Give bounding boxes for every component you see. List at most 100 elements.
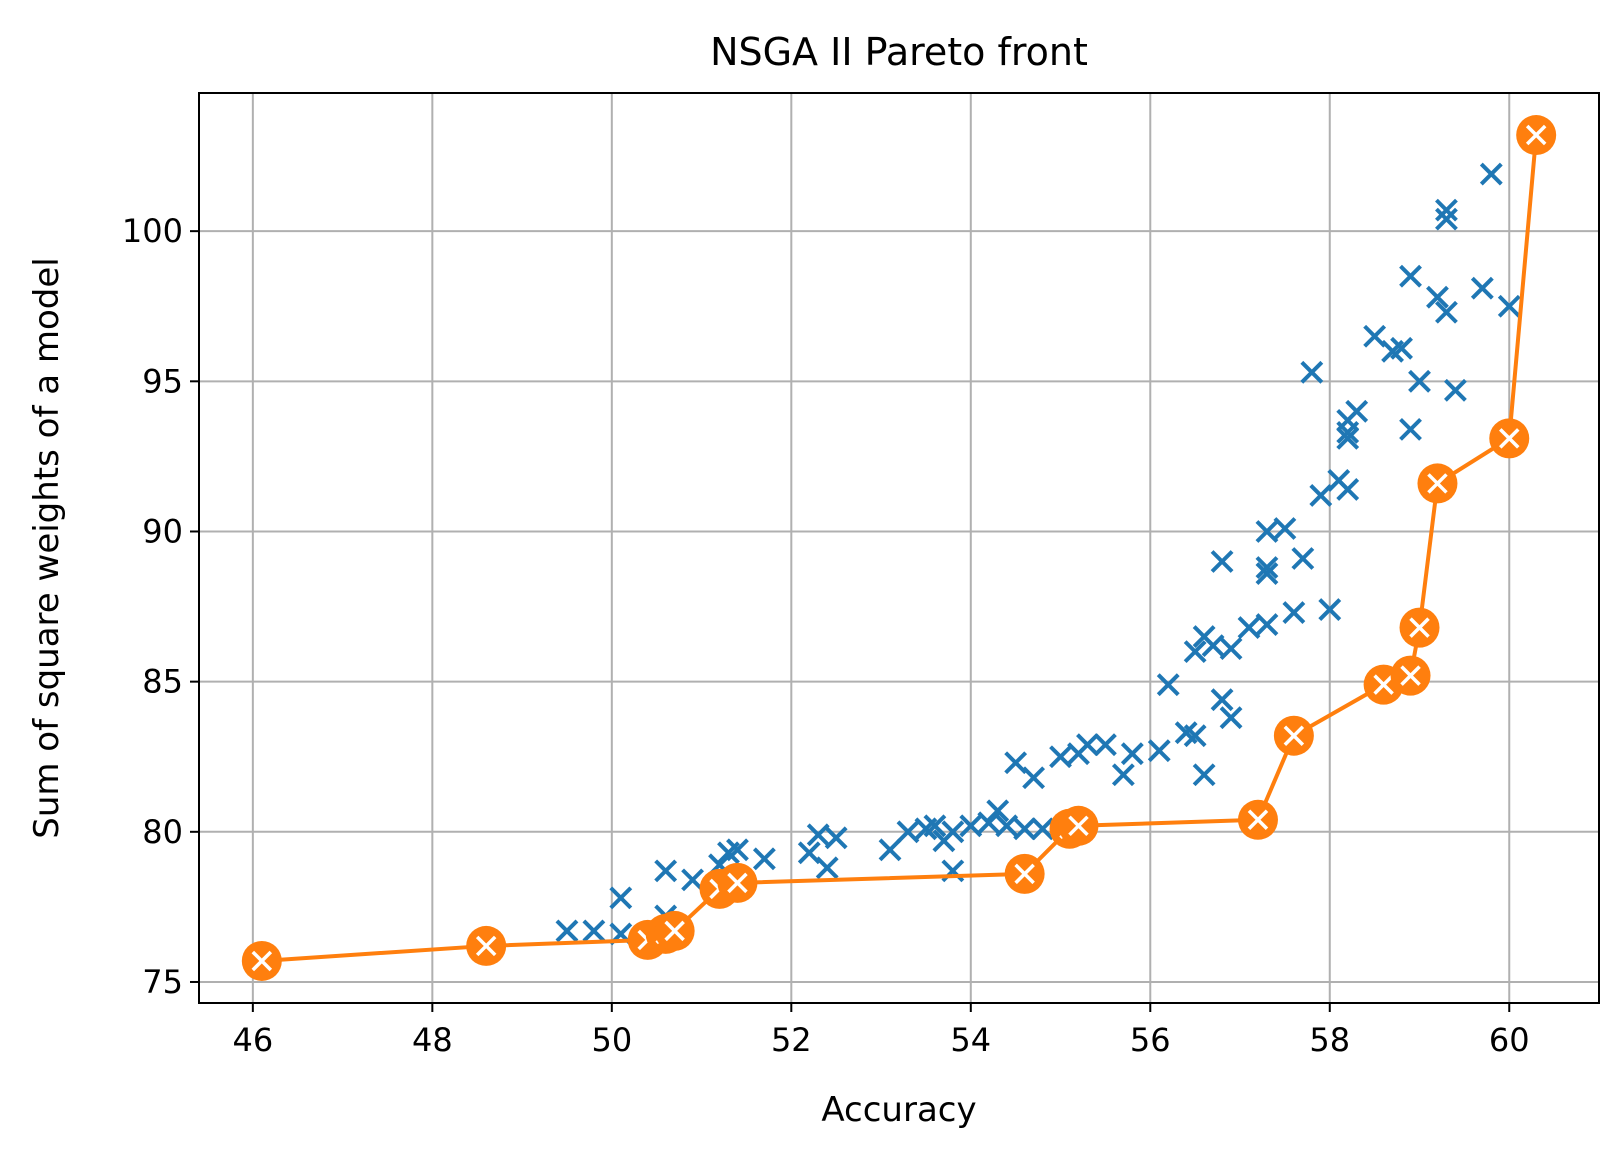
population-point-stroke <box>896 820 920 844</box>
population-point <box>726 838 749 862</box>
pareto-front-marker-x <box>1283 725 1305 746</box>
population-point-stroke <box>1399 417 1422 441</box>
pareto-front-marker-x <box>251 950 273 972</box>
population-point <box>986 799 1010 823</box>
population-point <box>1013 817 1037 841</box>
population-point-stroke <box>1022 766 1046 790</box>
pareto-front-marker-x <box>1247 809 1269 831</box>
pareto-front-point <box>1399 607 1440 648</box>
population-point-stroke <box>1210 688 1234 712</box>
population-point-stroke <box>1174 721 1198 745</box>
x-tick-label: 52 <box>771 1021 812 1059</box>
population-point-stroke <box>1237 616 1261 640</box>
population-point-stroke <box>1435 198 1458 222</box>
population-point <box>1435 207 1458 231</box>
population-point-stroke <box>609 886 633 910</box>
population-point <box>896 820 920 844</box>
population-point <box>1408 369 1431 393</box>
population-point <box>1470 276 1494 300</box>
x-tick-label: 60 <box>1489 1021 1530 1059</box>
population-point-stroke <box>878 838 902 862</box>
population-point <box>1479 162 1503 186</box>
pareto-front-series <box>241 115 1557 981</box>
population-point-stroke <box>726 838 749 862</box>
population-point <box>1336 478 1360 501</box>
population-point <box>681 868 705 892</box>
population-point <box>1192 763 1216 787</box>
population-point-stroke <box>1318 598 1342 621</box>
population-point-stroke <box>1255 520 1279 543</box>
population-point-stroke <box>1219 637 1243 661</box>
population-point <box>1111 763 1135 787</box>
population-point-stroke <box>797 841 821 865</box>
population-point <box>1255 613 1279 636</box>
pareto-front-marker-x <box>475 935 497 957</box>
y-tick-label: 80 <box>142 813 183 851</box>
population-point <box>1183 724 1207 748</box>
population-point <box>1443 378 1467 402</box>
population-point-stroke <box>1497 294 1521 318</box>
population-point-stroke <box>1219 706 1243 730</box>
population-point <box>1219 706 1243 730</box>
population-point-stroke <box>1156 673 1180 697</box>
population-point <box>752 847 776 871</box>
population-point-stroke <box>681 868 705 892</box>
population-point <box>995 814 1019 838</box>
population-point <box>815 856 839 880</box>
population-point-stroke <box>806 823 830 847</box>
pareto-front-marker-x <box>1499 428 1520 449</box>
pareto-front-marker-x <box>664 920 685 942</box>
population-point <box>1031 817 1055 841</box>
pareto-front-point <box>1273 715 1314 756</box>
population-point-stroke <box>1470 276 1494 300</box>
population-point <box>1049 745 1072 769</box>
population-point <box>1076 733 1099 757</box>
x-tick-label: 48 <box>412 1021 453 1059</box>
population-point <box>923 814 947 838</box>
pareto-front-point <box>654 910 695 951</box>
population-point-stroke <box>824 826 848 850</box>
population-point <box>1237 616 1261 640</box>
population-point <box>1300 360 1324 384</box>
population-point-stroke <box>1363 324 1387 348</box>
pareto-front-marker-x <box>727 872 748 894</box>
population-point-stroke <box>1435 207 1458 231</box>
population-point-stroke <box>1049 745 1072 769</box>
population-point <box>1022 766 1046 790</box>
pareto-front-point <box>1516 115 1557 156</box>
population-point <box>1219 637 1243 661</box>
pareto-front-point <box>717 862 758 903</box>
population-point-stroke <box>1201 634 1225 658</box>
population-point-stroke <box>582 919 606 943</box>
population-point-stroke <box>1479 162 1503 186</box>
population-point-stroke <box>1031 817 1055 841</box>
axis-ticks: 46 48 50 52 54 56 58 60 75 80 85 90 95 100 <box>122 212 1530 1059</box>
population-point-stroke <box>1309 484 1333 507</box>
x-tick-label: 58 <box>1309 1021 1350 1059</box>
population-point-stroke <box>1111 763 1135 787</box>
population-point-stroke <box>1255 613 1279 636</box>
pareto-front-marker-x <box>1014 863 1035 885</box>
population-point <box>582 919 606 943</box>
population-point <box>1318 598 1342 621</box>
population-point-stroke <box>815 856 839 880</box>
population-point-stroke <box>654 859 678 883</box>
population-point-stroke <box>1255 556 1279 579</box>
population-point-stroke <box>1210 550 1234 573</box>
x-tick-label: 50 <box>591 1021 632 1059</box>
population-point <box>1336 426 1360 450</box>
population-point-stroke <box>1390 336 1413 360</box>
population-point <box>609 886 633 910</box>
population-point <box>555 919 579 943</box>
population-point-stroke <box>1255 562 1279 585</box>
population-point-stroke <box>995 814 1019 838</box>
population-point <box>1426 285 1449 309</box>
population-point <box>878 838 902 862</box>
population-point-stroke <box>1076 733 1099 757</box>
y-tick-label: 75 <box>142 963 183 1001</box>
chart-title: NSGA II Pareto front <box>710 30 1088 74</box>
population-point <box>1497 294 1521 318</box>
population-point <box>1291 547 1315 570</box>
population-point <box>1255 520 1279 543</box>
